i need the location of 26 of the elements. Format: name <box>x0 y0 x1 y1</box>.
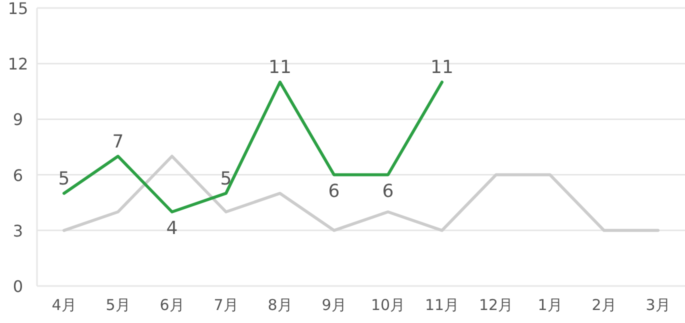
x-tick-label: 6月 <box>160 296 184 314</box>
x-tick-label: 8月 <box>268 296 292 314</box>
x-tick-label: 11月 <box>424 296 460 314</box>
data-label: 5 <box>58 168 70 190</box>
x-tick-label: 12月 <box>478 296 514 314</box>
data-label: 4 <box>166 218 178 239</box>
y-tick-label: 6 <box>12 166 24 185</box>
data-label: 7 <box>112 131 124 152</box>
y-tick-label: 0 <box>12 277 24 296</box>
data-label: 11 <box>430 57 454 78</box>
x-tick-label: 3月 <box>646 296 670 314</box>
y-tick-label: 15 <box>8 0 28 18</box>
x-tick-label: 1月 <box>538 296 562 314</box>
data-label: 6 <box>328 180 340 202</box>
y-tick-label: 3 <box>12 221 24 240</box>
x-tick-label: 4月 <box>52 296 76 314</box>
x-tick-label: 10月 <box>370 296 406 314</box>
y-tick-label: 12 <box>8 54 28 74</box>
data-label: 11 <box>268 57 292 78</box>
data-label: 6 <box>382 180 394 202</box>
x-tick-label: 5月 <box>106 296 130 314</box>
data-label: 5 <box>220 168 232 190</box>
x-tick-label: 7月 <box>214 296 238 314</box>
y-tick-label: 9 <box>12 110 24 130</box>
x-tick-label: 9月 <box>322 296 346 314</box>
x-tick-label: 2月 <box>592 296 616 314</box>
